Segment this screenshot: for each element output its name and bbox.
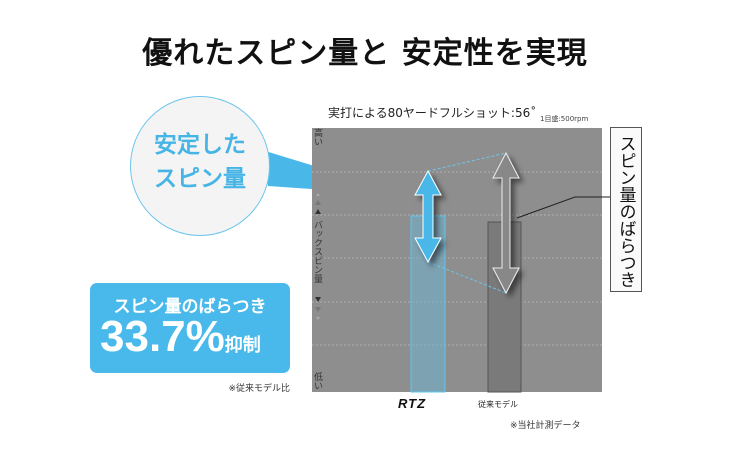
y-arrows xyxy=(315,193,321,320)
source-note: ※当社計測データ xyxy=(510,421,581,431)
range-arrow-old xyxy=(492,151,520,295)
connector-bottom xyxy=(427,261,507,294)
x-label-rtz: RTZ xyxy=(398,396,427,411)
highlight-number: 33.7% xyxy=(100,312,225,361)
y-axis-label: バックスピン量 xyxy=(312,220,322,283)
callout-line1: 安定した xyxy=(154,132,246,158)
connector-top xyxy=(427,152,507,172)
callout-text: 安定した スピン量 xyxy=(130,128,270,196)
page-title: 優れたスピン量と 安定性を実現 xyxy=(142,36,588,71)
chart-scale: 1目盛:500rpm xyxy=(540,115,589,123)
highlight-box xyxy=(90,283,290,373)
highlight-note: ※従来モデル比 xyxy=(228,384,290,394)
chart-title: 実打による80ヤードフルショット:56˚ xyxy=(328,106,537,120)
range-label: スピン量のばらつき xyxy=(610,127,642,292)
y-low-label: 低い xyxy=(312,372,322,390)
y-high-label: 高い xyxy=(312,128,322,146)
gridlines xyxy=(312,171,602,346)
range-label-leader xyxy=(516,196,610,219)
range-arrow-rtz xyxy=(414,169,442,264)
callout-line2: スピン量 xyxy=(154,166,246,192)
x-label-old: 従来モデル xyxy=(478,400,518,409)
highlight-label: スピン量のばらつき xyxy=(113,297,267,317)
highlight-suffix: 抑制 xyxy=(224,335,261,356)
callout-circle xyxy=(130,96,270,236)
highlight-value: 33.7%抑制 xyxy=(100,312,290,362)
